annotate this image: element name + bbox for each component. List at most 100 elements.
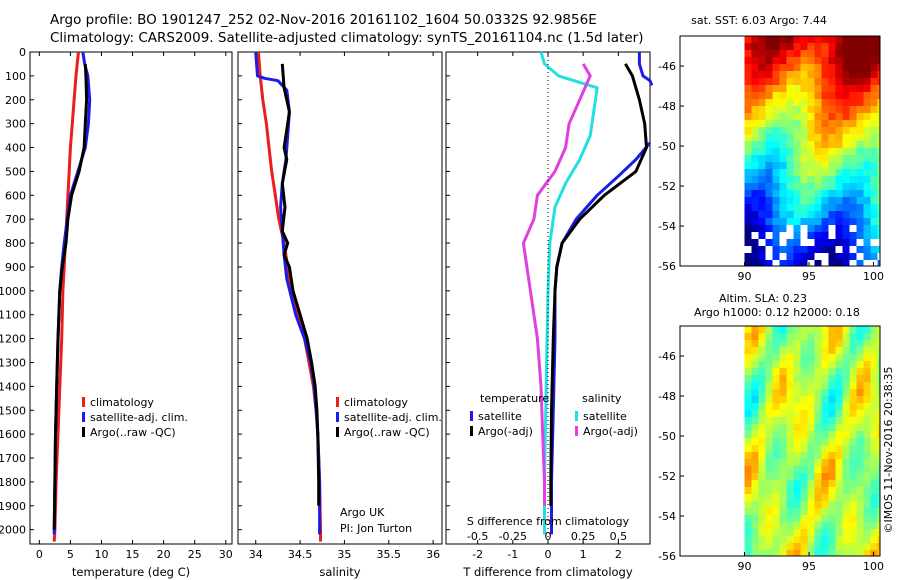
map-cell	[786, 85, 794, 93]
map-cell	[758, 466, 766, 474]
map-cell	[842, 57, 850, 65]
map-cell	[793, 57, 801, 65]
map-cell	[765, 113, 773, 121]
map-cell	[842, 438, 850, 446]
map-cell	[821, 176, 829, 184]
map-cell	[842, 239, 850, 247]
map-cell	[877, 260, 881, 267]
map-cell	[786, 155, 794, 163]
map-cell	[814, 536, 822, 544]
map-cell	[856, 340, 864, 348]
map-cell	[856, 246, 864, 254]
map-cell	[744, 487, 752, 495]
map-cell	[842, 529, 850, 537]
map-cell	[765, 333, 773, 341]
map-cell	[800, 225, 808, 233]
map-cell	[793, 225, 801, 233]
legend-header-salinity: salinity	[582, 392, 622, 405]
map-cell	[751, 340, 759, 348]
map-cell	[765, 417, 773, 425]
map-cell	[821, 232, 829, 240]
map-cell	[870, 438, 878, 446]
map-cell	[835, 410, 843, 418]
map-cell	[849, 85, 857, 93]
map-cell	[842, 424, 850, 432]
map-cell	[849, 354, 857, 362]
map-cell	[744, 232, 752, 240]
map-cell	[779, 445, 787, 453]
map-cell	[772, 169, 780, 177]
map-cell	[814, 36, 822, 44]
map-cell	[758, 522, 766, 530]
map-cell	[744, 148, 752, 156]
map-cell	[807, 190, 815, 198]
map-cell	[765, 155, 773, 163]
map-cell	[814, 43, 822, 51]
map-cell	[786, 536, 794, 544]
map-cell	[758, 141, 766, 149]
map-cell	[870, 211, 878, 219]
series-line-argo-raw-qc-	[280, 63, 321, 506]
map-cell	[744, 162, 752, 170]
map-cell	[744, 501, 752, 509]
map-cell	[751, 536, 759, 544]
map-cell	[842, 204, 850, 212]
map-cell	[842, 43, 850, 51]
map-cell	[828, 452, 836, 460]
map-cell	[863, 347, 871, 355]
map-cell	[772, 382, 780, 390]
map-cell	[828, 515, 836, 523]
map-cell	[744, 354, 752, 362]
map-cell	[779, 50, 787, 58]
map-cell	[849, 253, 857, 261]
map-cell	[821, 211, 829, 219]
map-cell	[751, 550, 759, 557]
map-cell	[821, 148, 829, 156]
map-cell	[828, 543, 836, 551]
map-cell	[870, 218, 878, 226]
map-cell	[779, 218, 787, 226]
map-cell	[863, 148, 871, 156]
map-cell	[849, 459, 857, 467]
map-cell	[800, 64, 808, 72]
annotation-argo-uk: Argo UK	[340, 506, 385, 519]
map-cell	[779, 246, 787, 254]
map-cell	[877, 211, 881, 219]
map-cell	[786, 162, 794, 170]
map-cell	[835, 368, 843, 376]
map-cell	[772, 246, 780, 254]
map-cell	[744, 36, 752, 44]
x-tick-label: 2	[615, 548, 622, 561]
map-cell	[786, 396, 794, 404]
map-cell	[786, 246, 794, 254]
map-cell	[828, 239, 836, 247]
map-cell	[842, 459, 850, 467]
map-cell	[870, 333, 878, 341]
map-cell	[877, 183, 881, 191]
sst-map: 90 95 100 -46 -48 -50 -52 -54 -56	[658, 35, 884, 283]
map-cell	[751, 452, 759, 460]
map-cell	[842, 211, 850, 219]
map-cell	[863, 389, 871, 397]
map-cell	[849, 71, 857, 79]
map-cell	[814, 253, 822, 261]
map-cell	[877, 361, 881, 369]
map-cell	[751, 445, 759, 453]
map-cell	[758, 550, 766, 557]
x-tick-label: 34	[249, 548, 263, 561]
map-cell	[807, 64, 815, 72]
map-cell	[793, 445, 801, 453]
map-cell	[807, 340, 815, 348]
map-cell	[856, 127, 864, 135]
map-cell	[800, 396, 808, 404]
map-cell	[863, 410, 871, 418]
map-cell	[835, 106, 843, 114]
map-cell	[765, 431, 773, 439]
map-cell	[744, 340, 752, 348]
map-cell	[835, 417, 843, 425]
x-tick-label: 0	[36, 548, 43, 561]
map-cell	[744, 204, 752, 212]
legend-swatch-blue	[336, 412, 339, 422]
map-cell	[863, 85, 871, 93]
map-cell	[863, 333, 871, 341]
